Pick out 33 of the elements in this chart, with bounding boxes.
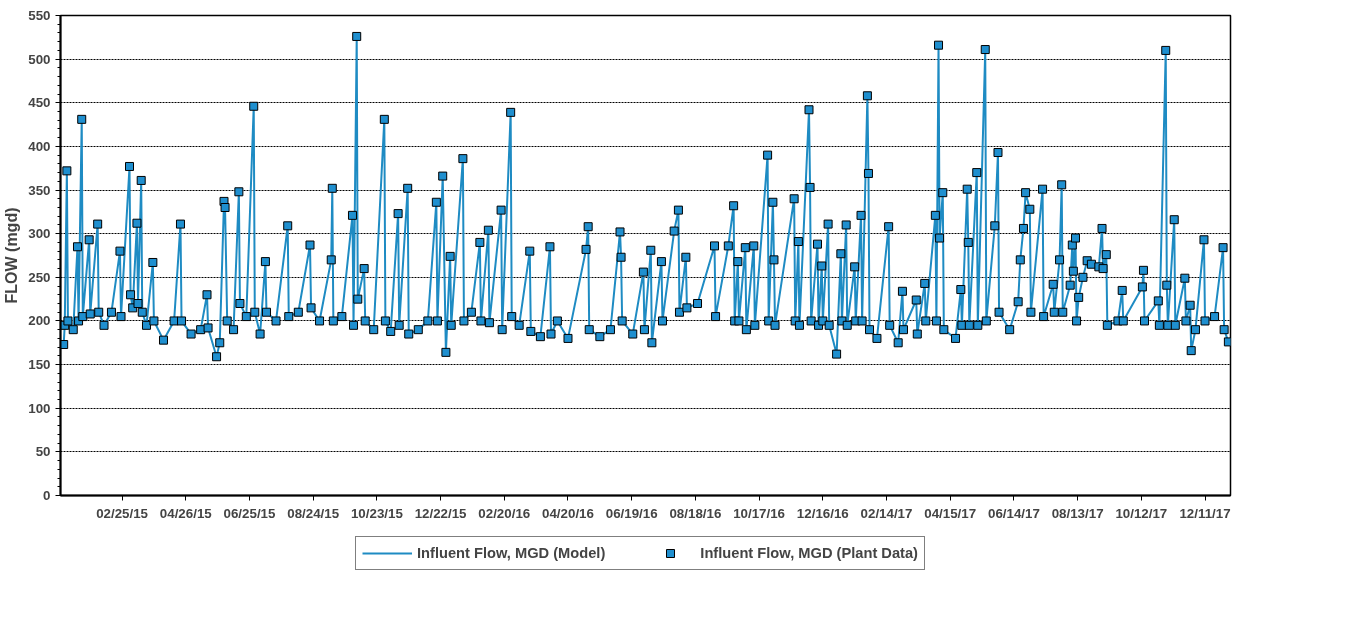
y-tick-label: 0 — [43, 488, 51, 503]
legend-label: Influent Flow, MGD (Plant Data) — [700, 545, 918, 561]
y-axis-title: FLOW (mgd) — [3, 207, 21, 304]
x-tick-label: 04/26/15 — [159, 505, 213, 521]
x-tick-label: 04/20/16 — [542, 505, 594, 521]
x-tick-label: 12/11/17 — [1179, 505, 1231, 521]
y-tick-label: 500 — [28, 51, 51, 67]
x-tick-label: 06/25/15 — [223, 505, 277, 521]
y-tick-label: 400 — [28, 138, 51, 154]
x-tick-label: 02/14/17 — [860, 505, 913, 521]
x-tick-label: 08/24/15 — [287, 505, 340, 521]
legend-label: Influent Flow, MGD (Model) — [417, 545, 606, 561]
y-tick-label: 300 — [28, 226, 51, 242]
y-tick-label: 200 — [28, 313, 51, 329]
y-tick-label: 350 — [28, 182, 51, 198]
x-tick-label: 10/23/15 — [350, 505, 404, 521]
x-tick-label: 08/13/17 — [1051, 505, 1104, 521]
x-tick-label: 10/17/16 — [733, 505, 786, 521]
y-tick-label: 550 — [28, 8, 51, 23]
y-tick-label: 50 — [35, 444, 51, 460]
x-tick-label: 06/19/16 — [605, 505, 658, 521]
y-tick-label: 450 — [28, 95, 51, 111]
x-tick-label: 10/12/17 — [1115, 505, 1168, 521]
x-tick-label: 06/14/17 — [987, 505, 1040, 521]
x-tick-label: 04/15/17 — [924, 505, 977, 521]
y-tick-label: 250 — [28, 269, 51, 285]
x-tick-label: 02/25/15 — [96, 505, 149, 521]
y-tick-label: 100 — [28, 400, 51, 416]
y-tick-label: 150 — [28, 357, 51, 373]
x-tick-label: 12/16/16 — [796, 505, 849, 521]
x-tick-label: 08/18/16 — [669, 505, 722, 521]
x-tick-label: 12/22/15 — [414, 505, 468, 521]
x-tick-label: 02/20/16 — [478, 505, 531, 521]
